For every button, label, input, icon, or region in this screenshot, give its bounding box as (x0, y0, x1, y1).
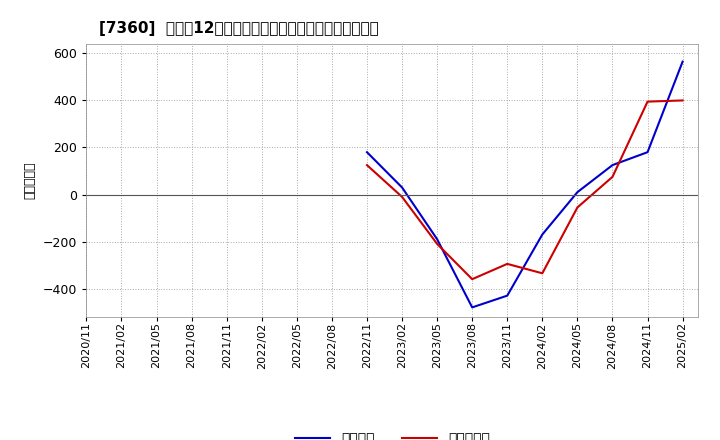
当期純利益 (643, 99, 652, 104)
経常利益 (433, 237, 441, 242)
Text: [7360]  利益の12か月移動合計の対前年同期増減額の推移: [7360] 利益の12か月移動合計の対前年同期増減額の推移 (99, 21, 379, 36)
経常利益 (573, 190, 582, 195)
Line: 経常利益: 経常利益 (367, 62, 683, 308)
経常利益 (538, 232, 546, 237)
当期純利益 (468, 276, 477, 282)
当期純利益 (433, 241, 441, 246)
経常利益 (643, 150, 652, 155)
当期純利益 (503, 261, 512, 267)
Legend: 経常利益, 当期純利益: 経常利益, 当期純利益 (289, 427, 495, 440)
当期純利益 (397, 194, 406, 199)
経常利益 (678, 59, 687, 64)
経常利益 (363, 150, 372, 155)
経常利益 (397, 185, 406, 190)
当期純利益 (538, 271, 546, 276)
当期純利益 (608, 174, 617, 180)
経常利益 (503, 293, 512, 298)
経常利益 (468, 305, 477, 310)
経常利益 (608, 162, 617, 168)
Line: 当期純利益: 当期純利益 (367, 100, 683, 279)
当期純利益 (363, 162, 372, 168)
当期純利益 (573, 205, 582, 210)
Y-axis label: （百万円）: （百万円） (23, 161, 36, 199)
当期純利益 (678, 98, 687, 103)
